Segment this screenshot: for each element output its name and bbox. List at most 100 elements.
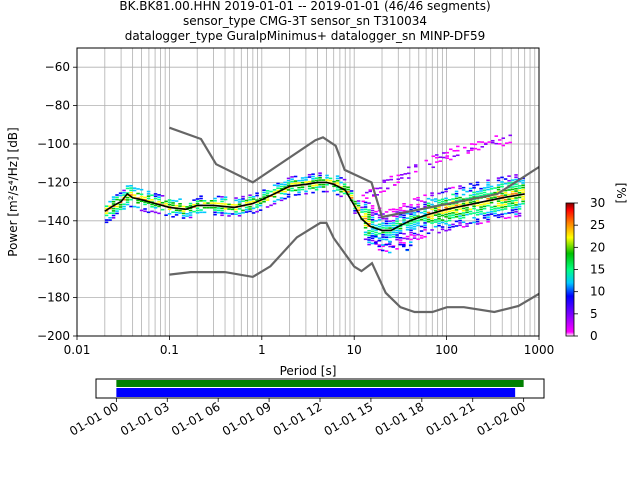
heatmap-cell <box>181 217 186 219</box>
heatmap-cell <box>136 192 140 195</box>
heatmap-cell <box>297 189 301 191</box>
heatmap-cell <box>297 193 301 196</box>
heatmap-cell <box>387 243 392 245</box>
heatmap-cell <box>407 166 411 169</box>
heatmap-cell <box>454 204 459 207</box>
heatmap-cell <box>108 205 112 208</box>
heatmap-cell <box>132 189 137 192</box>
heatmap-cell <box>311 173 315 175</box>
heatmap-cell <box>276 189 280 192</box>
heatmap-cell <box>237 208 242 210</box>
heatmap-cell <box>430 208 434 211</box>
heatmap-cell <box>479 190 483 192</box>
heatmap-cell <box>472 191 476 194</box>
heatmap-cell <box>472 200 476 203</box>
timeline-bar <box>116 380 524 387</box>
heatmap-cell <box>283 186 287 188</box>
heatmap-cell <box>118 208 123 211</box>
heatmap-cell <box>157 196 161 198</box>
timeline-bar <box>116 388 516 397</box>
heatmap-cell <box>234 197 238 199</box>
heatmap-cell <box>458 208 462 210</box>
heatmap-cell <box>367 223 371 225</box>
heatmap-cell <box>482 187 487 189</box>
heatmap-cell <box>314 179 319 182</box>
heatmap-cell <box>297 179 301 182</box>
heatmap-cell <box>398 227 403 230</box>
heatmap-cell <box>384 222 389 225</box>
heatmap-cell <box>456 149 460 152</box>
heatmap-cell <box>262 191 266 194</box>
heatmap-cell <box>339 177 343 179</box>
heatmap-cell <box>213 197 217 200</box>
heatmap-cell <box>300 186 305 189</box>
heatmap-cell <box>486 197 490 200</box>
heatmap-cell <box>489 206 494 209</box>
heatmap-cell <box>143 208 147 210</box>
x-tick-label: 10 <box>347 343 362 357</box>
heatmap-cell <box>335 193 340 196</box>
heatmap-cell <box>444 213 448 216</box>
heatmap-cell <box>494 135 499 137</box>
heatmap-cell <box>375 194 380 196</box>
heatmap-cell <box>272 184 277 187</box>
heatmap-cell <box>395 222 399 225</box>
heatmap-cell <box>132 187 137 189</box>
heatmap-cell <box>423 219 427 222</box>
heatmap-cell <box>431 155 436 158</box>
heatmap-cell <box>444 199 448 202</box>
heatmap-cell <box>104 221 109 224</box>
heatmap-cell <box>146 197 151 200</box>
heatmap-cell <box>171 199 175 202</box>
timeline-tick-label: 01-01 06 <box>169 399 223 438</box>
heatmap-cell <box>237 214 242 217</box>
heatmap-cell <box>377 245 381 248</box>
heatmap-cell <box>500 176 504 179</box>
heatmap-cell <box>486 220 490 223</box>
heatmap-cell <box>248 208 252 210</box>
heatmap-cell <box>143 201 147 203</box>
heatmap-cell <box>503 201 508 203</box>
heatmap-cell <box>409 206 413 209</box>
high-noise-model-line <box>169 126 539 219</box>
heatmap-cell <box>307 176 312 178</box>
heatmap-cell <box>363 231 368 234</box>
heatmap-cell <box>398 207 403 209</box>
heatmap-cell <box>363 233 368 236</box>
heatmap-cell <box>290 180 294 183</box>
heatmap-cell <box>174 200 179 202</box>
heatmap-cell <box>503 208 508 210</box>
heatmap-cell <box>412 214 417 216</box>
heatmap-cell <box>174 209 179 212</box>
heatmap-cell <box>108 200 112 203</box>
heatmap-cell <box>272 200 277 203</box>
heatmap-cell <box>381 213 385 215</box>
heatmap-cell <box>202 206 207 209</box>
heatmap-cell <box>391 208 396 211</box>
heatmap-cell <box>111 203 116 205</box>
heatmap-cell <box>507 189 511 191</box>
heatmap-cell <box>501 137 506 140</box>
heatmap-cell <box>346 191 350 193</box>
heatmap-cell <box>171 204 175 207</box>
heatmap-cell <box>496 202 501 205</box>
heatmap-cell <box>115 194 119 196</box>
heatmap-cell <box>521 202 525 205</box>
heatmap-cell <box>370 207 375 210</box>
heatmap-cell <box>293 182 298 185</box>
heatmap-cell <box>454 213 459 216</box>
heatmap-cell <box>167 208 172 211</box>
heatmap-cell <box>486 216 490 218</box>
heatmap-cell <box>472 193 476 196</box>
heatmap-cell <box>311 184 315 187</box>
heatmap-cell <box>363 203 368 206</box>
heatmap-cell <box>472 207 476 210</box>
heatmap-cell <box>209 206 214 209</box>
heatmap-cell <box>384 227 389 229</box>
heatmap-cell <box>486 202 490 205</box>
heatmap-cell <box>374 233 378 236</box>
heatmap-cell <box>486 188 490 191</box>
heatmap-cell <box>452 155 457 158</box>
heatmap-cell <box>496 209 501 212</box>
heatmap-cell <box>398 232 403 234</box>
